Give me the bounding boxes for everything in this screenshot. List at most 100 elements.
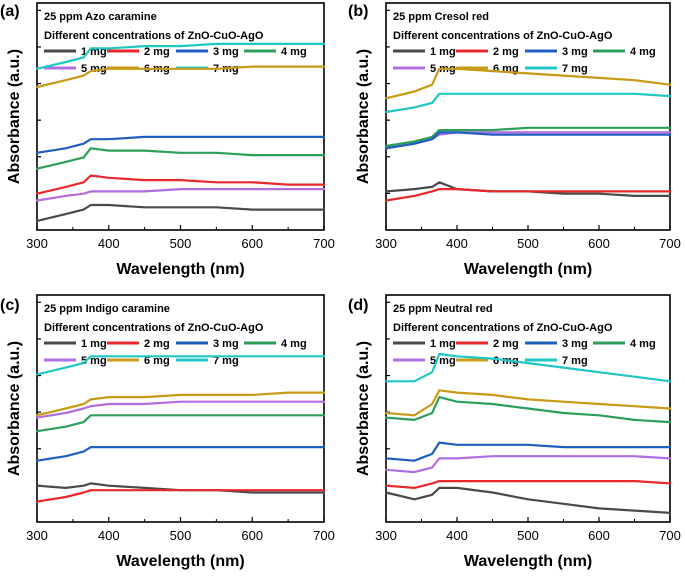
y-axis-label: Absorbance (a.u.) bbox=[355, 49, 372, 184]
y-axis-label: Absorbance (a.u.) bbox=[6, 49, 23, 184]
x-tick-label: 300 bbox=[375, 528, 397, 543]
legend-entry: 7 mg bbox=[176, 355, 239, 367]
legend-entry: 3 mg bbox=[525, 46, 588, 58]
series-line-2mg bbox=[35, 174, 326, 195]
legend-title: Different concentrations of ZnO-CuO-AgO bbox=[44, 30, 264, 42]
legend-entry: 6 mg bbox=[107, 355, 170, 367]
x-tick-label: 700 bbox=[313, 236, 335, 251]
legend-label: 3 mg bbox=[562, 338, 588, 350]
series-line-1mg bbox=[35, 203, 326, 222]
series-line-7mg bbox=[35, 355, 326, 376]
x-tick-label: 400 bbox=[98, 236, 120, 251]
legend-entry: 5 mg bbox=[393, 355, 456, 367]
legend-entry: 4 mg bbox=[244, 338, 307, 350]
legend-entry: 2 mg bbox=[456, 46, 519, 58]
panel-label: (a) bbox=[0, 3, 20, 20]
series-line-7mg bbox=[384, 92, 672, 114]
series-line-3mg bbox=[384, 131, 672, 150]
x-axis-label: Wavelength (nm) bbox=[116, 261, 244, 278]
panel-a: (a) 300 400 500 600 700 Wavelength (nm) Absorba… bbox=[0, 2, 335, 278]
legend-label: 3 mg bbox=[213, 338, 239, 350]
legend-entry: 2 mg bbox=[107, 46, 170, 58]
legend-label: 1 mg bbox=[81, 338, 107, 350]
series-line-2mg bbox=[35, 489, 326, 503]
legend-label: 2 mg bbox=[144, 46, 170, 58]
chart-title: 25 ppm Neutral red bbox=[393, 303, 493, 315]
series-line-6mg bbox=[35, 391, 326, 417]
series-line-6mg bbox=[384, 67, 672, 100]
legend-label: 1 mg bbox=[430, 338, 456, 350]
x-axis-label: Wavelength (nm) bbox=[464, 261, 592, 278]
legend-label: 6 mg bbox=[144, 355, 170, 367]
series-line-3mg bbox=[384, 441, 672, 462]
series-line-3mg bbox=[35, 446, 326, 462]
series-line-5mg bbox=[384, 455, 672, 474]
series-line-2mg bbox=[384, 188, 672, 202]
series-line-1mg bbox=[384, 181, 672, 197]
panel-label: (c) bbox=[0, 297, 20, 314]
x-tick-label: 600 bbox=[588, 528, 610, 543]
legend-entry: 2 mg bbox=[107, 338, 170, 350]
legend-entry: 4 mg bbox=[244, 46, 307, 58]
legend-label: 4 mg bbox=[630, 338, 656, 350]
x-tick-label: 700 bbox=[659, 528, 681, 543]
legend-label: 1 mg bbox=[430, 46, 456, 58]
y-axis-label: Absorbance (a.u.) bbox=[355, 341, 372, 476]
legend-entry: 7 mg bbox=[525, 63, 588, 75]
series-line-4mg bbox=[35, 414, 326, 433]
panel-b: (b) 300 400 500 600 700 Wavelength (nm) Absorba… bbox=[348, 2, 681, 278]
series-line-4mg bbox=[384, 396, 672, 424]
legend-label: 4 mg bbox=[630, 46, 656, 58]
legend-entry: 3 mg bbox=[176, 338, 239, 350]
legend-entry: 4 mg bbox=[593, 46, 656, 58]
panel-label: (b) bbox=[348, 3, 368, 20]
legend-entry: 3 mg bbox=[176, 46, 239, 58]
legend-title: Different concentrations of ZnO-CuO-AgO bbox=[393, 30, 613, 42]
legend: 1 mg 2 mg 3 mg 4 mg5 mg 6 mg 7 mg bbox=[393, 338, 656, 367]
legend-entry: 2 mg bbox=[456, 338, 519, 350]
legend-entry: 1 mg bbox=[393, 46, 456, 58]
legend-label: 2 mg bbox=[493, 46, 519, 58]
x-axis-label: Wavelength (nm) bbox=[464, 553, 592, 570]
legend-label: 7 mg bbox=[213, 355, 239, 367]
legend-entry: 7 mg bbox=[525, 355, 588, 367]
series-line-1mg bbox=[384, 486, 672, 515]
x-tick-label: 600 bbox=[241, 236, 263, 251]
x-tick-label: 700 bbox=[659, 236, 681, 251]
legend-title: Different concentrations of ZnO-CuO-AgO bbox=[44, 322, 264, 334]
chart-title: 25 ppm Cresol red bbox=[393, 11, 489, 23]
x-tick-label: 300 bbox=[26, 528, 48, 543]
x-tick-label: 300 bbox=[26, 236, 48, 251]
x-tick-label: 500 bbox=[170, 528, 192, 543]
x-tick-label: 500 bbox=[517, 528, 539, 543]
legend-entry: 1 mg bbox=[393, 338, 456, 350]
legend-entry: 3 mg bbox=[525, 338, 588, 350]
x-tick-label: 500 bbox=[170, 236, 192, 251]
x-tick-label: 500 bbox=[517, 236, 539, 251]
series-line-1mg bbox=[35, 482, 326, 494]
x-tick-label: 400 bbox=[98, 528, 120, 543]
legend-label: 7 mg bbox=[562, 355, 588, 367]
panel-c: (c) 300 400 500 600 700 Wavelength (nm) Absorba… bbox=[0, 294, 335, 570]
x-tick-label: 600 bbox=[588, 236, 610, 251]
legend-entry: 4 mg bbox=[593, 338, 656, 350]
x-tick-label: 400 bbox=[446, 528, 468, 543]
legend-label: 2 mg bbox=[493, 338, 519, 350]
series-line-5mg bbox=[35, 400, 326, 419]
series-line-4mg bbox=[35, 147, 326, 170]
series-line-6mg bbox=[384, 389, 672, 417]
legend: 1 mg 2 mg 3 mg 4 mg5 mg 6 mg 7 mg bbox=[393, 46, 656, 75]
series-line-7mg bbox=[384, 352, 672, 383]
panel-d: (d) 300 400 500 600 700 Wavelength (nm) Absorba… bbox=[348, 294, 681, 570]
chart-title: 25 ppm Indigo caramine bbox=[44, 303, 170, 315]
legend-label: 2 mg bbox=[144, 338, 170, 350]
x-tick-label: 700 bbox=[313, 528, 335, 543]
y-axis-label: Absorbance (a.u.) bbox=[6, 341, 23, 476]
series-line-4mg bbox=[384, 126, 672, 148]
legend-label: 4 mg bbox=[281, 338, 307, 350]
series-line-7mg bbox=[35, 42, 326, 70]
legend-entry: 1 mg bbox=[44, 338, 107, 350]
chart-title: 25 ppm Azo caramine bbox=[44, 11, 157, 23]
legend-label: 3 mg bbox=[562, 46, 588, 58]
